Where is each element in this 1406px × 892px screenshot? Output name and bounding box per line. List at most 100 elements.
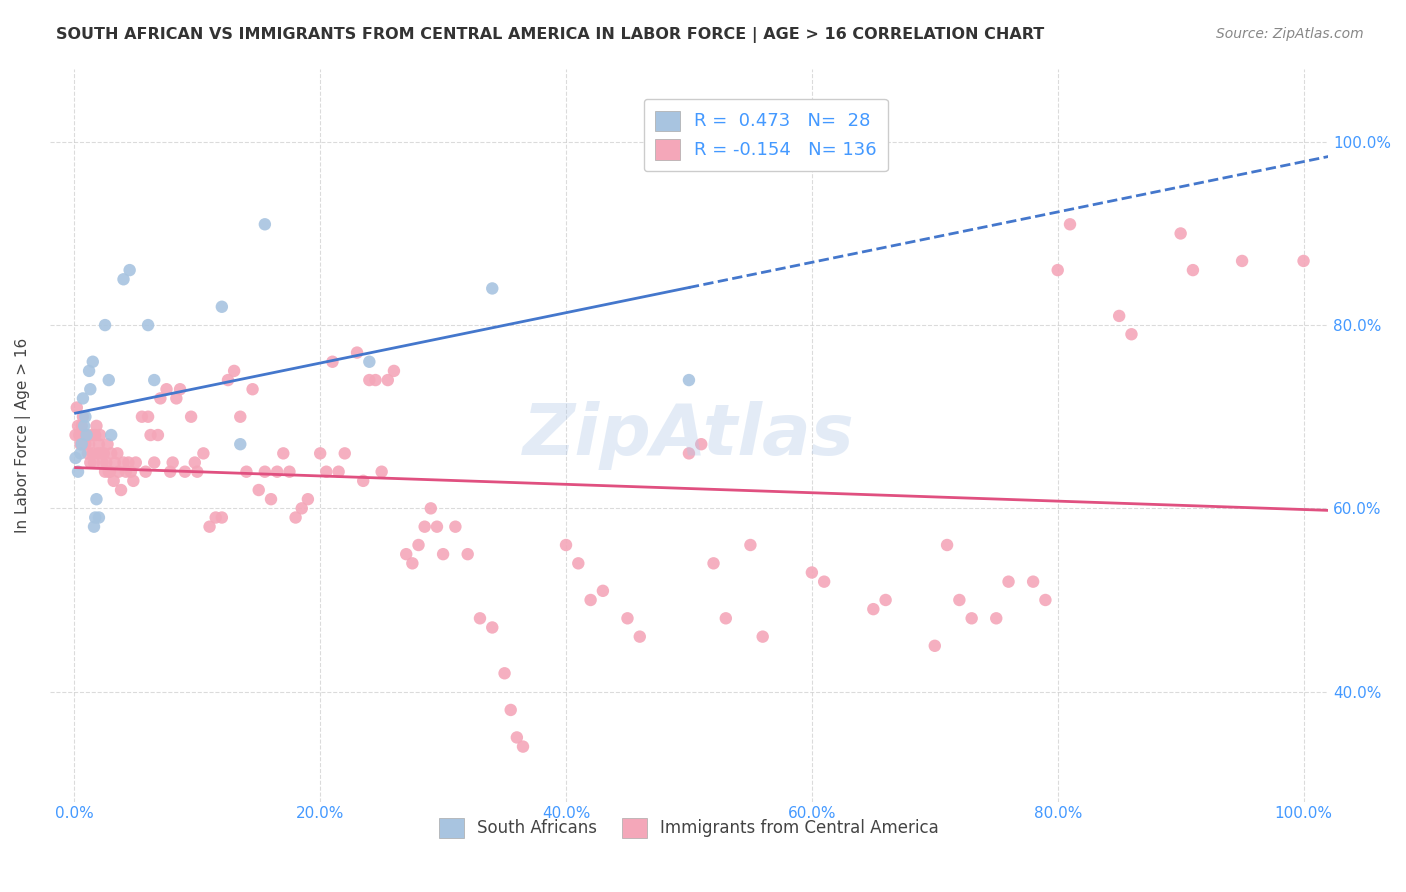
Point [1035,593,1057,607]
Point [862,602,884,616]
Point [87,437,110,451]
Point [690,437,713,451]
Point [76,446,98,460]
Point [426,519,449,533]
Point [117,456,139,470]
Point [579,593,602,607]
Point [1181,263,1204,277]
Point [103,474,125,488]
Point [174,465,197,479]
Point [291,501,314,516]
Point [253,217,276,231]
Point [321,355,343,369]
Point [87,510,110,524]
Point [193,446,215,460]
Point [997,574,1019,589]
Point [136,409,159,424]
Point [97,465,120,479]
Point [84,428,107,442]
Point [1108,309,1130,323]
Point [494,666,516,681]
Point [1046,263,1069,277]
Point [924,639,946,653]
Point [93,446,115,460]
Point [139,428,162,442]
Point [1059,217,1081,231]
Point [419,501,441,516]
Point [377,373,399,387]
Point [75,409,97,424]
Point [359,355,381,369]
Point [125,456,148,470]
Point [146,428,169,442]
Point [284,510,307,524]
Point [271,446,294,460]
Point [96,437,118,451]
Point [444,519,467,533]
Point [165,392,187,406]
Point [328,465,350,479]
Point [86,418,108,433]
Point [135,465,157,479]
Point [1170,227,1192,241]
Point [82,446,104,460]
Point [512,739,534,754]
Point [67,428,90,442]
Point [110,483,132,497]
Point [112,456,135,470]
Point [169,382,191,396]
Point [131,409,153,424]
Text: Source: ZipAtlas.com: Source: ZipAtlas.com [1216,27,1364,41]
Point [65,450,87,465]
Point [278,465,301,479]
Point [359,373,381,387]
Point [457,547,479,561]
Point [143,373,166,387]
Point [66,465,89,479]
Point [506,731,529,745]
Point [65,428,87,442]
Point [1022,574,1045,589]
Point [107,465,129,479]
Point [309,446,332,460]
Point [120,465,142,479]
Point [253,465,276,479]
Text: SOUTH AFRICAN VS IMMIGRANTS FROM CENTRAL AMERICA IN LABOR FORCE | AGE > 16 CORRE: SOUTH AFRICAN VS IMMIGRANTS FROM CENTRAL… [56,27,1045,43]
Point [567,557,589,571]
Point [1230,254,1253,268]
Point [82,355,104,369]
Point [260,492,283,507]
Point [628,630,651,644]
Point [98,465,121,479]
Point [186,465,208,479]
Point [91,456,114,470]
Point [751,630,773,644]
Point [1292,254,1315,268]
Point [297,492,319,507]
Point [180,409,202,424]
Point [97,373,120,387]
Point [66,418,89,433]
Point [315,465,337,479]
Point [346,345,368,359]
Point [94,318,117,332]
Point [118,263,141,277]
Point [468,611,491,625]
Point [149,392,172,406]
Point [112,272,135,286]
Point [875,593,897,607]
Point [382,364,405,378]
Point [229,437,252,451]
Point [678,446,700,460]
Legend: South Africans, Immigrants from Central America: South Africans, Immigrants from Central … [432,811,946,845]
Point [242,382,264,396]
Point [72,409,94,424]
Point [70,437,93,451]
Point [89,428,111,442]
Point [235,465,257,479]
Point [84,510,107,524]
Point [204,510,226,524]
Point [94,465,117,479]
Point [79,456,101,470]
Point [211,510,233,524]
